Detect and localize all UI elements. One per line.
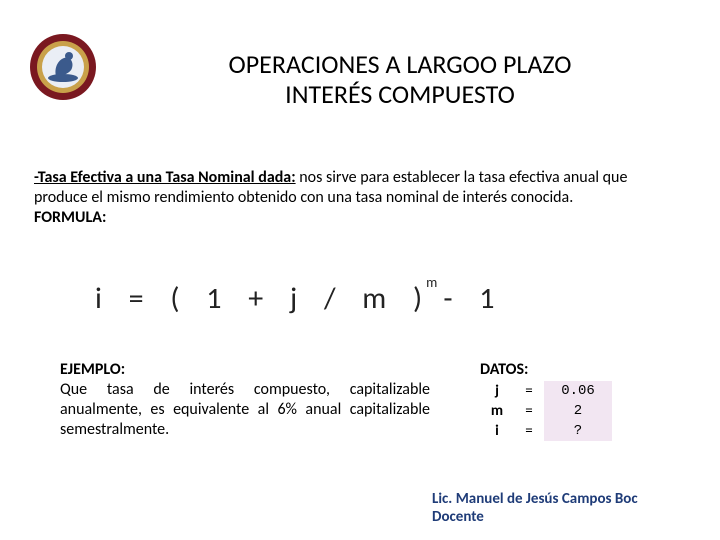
title-line-2: INTERÉS COMPUESTO xyxy=(150,80,650,110)
intro-paragraph: -Tasa Efectiva a una Tasa Nominal dada: … xyxy=(34,168,684,228)
formula-base: i = ( 1 + j / m ) xyxy=(95,280,432,317)
example-label: EJEMPLO: xyxy=(60,360,125,379)
data-symbol: m xyxy=(480,401,514,421)
data-block: DATOS: j = 0.06 m = 2 i = ? xyxy=(480,360,680,441)
example-text: Que tasa de interés compuesto, capitaliz… xyxy=(60,380,430,439)
data-symbol: i xyxy=(480,421,514,441)
formula-tail: - 1 xyxy=(443,280,504,317)
footer-role: Docente xyxy=(432,508,692,526)
table-row: m = 2 xyxy=(480,401,612,421)
example-block: EJEMPLO: Que tasa de interés compuesto, … xyxy=(60,360,430,440)
data-value: 2 xyxy=(544,401,612,421)
data-value: 0.06 xyxy=(544,381,612,401)
data-symbol: j xyxy=(480,381,514,401)
formula: i = ( 1 + j / m ) m - 1 xyxy=(95,280,615,317)
slide-title: OPERACIONES A LARGOO PLAZO INTERÉS COMPU… xyxy=(150,50,650,110)
formula-label: FORMULA: xyxy=(34,208,106,227)
data-table: j = 0.06 m = 2 i = ? xyxy=(480,381,612,441)
title-line-1: OPERACIONES A LARGOO PLAZO xyxy=(150,50,650,80)
footer-name: Lic. Manuel de Jesús Campos Boc xyxy=(432,490,692,508)
university-logo xyxy=(28,32,98,102)
data-value: ? xyxy=(544,421,612,441)
table-row: j = 0.06 xyxy=(480,381,612,401)
data-eq: = xyxy=(514,421,544,441)
table-row: i = ? xyxy=(480,421,612,441)
intro-lead: -Tasa Efectiva a una Tasa Nominal dada: xyxy=(34,168,296,187)
data-eq: = xyxy=(514,401,544,421)
data-eq: = xyxy=(514,381,544,401)
footer-credit: Lic. Manuel de Jesús Campos Boc Docente xyxy=(432,490,692,526)
data-header: DATOS: xyxy=(480,360,680,379)
formula-exponent: m xyxy=(426,274,437,291)
